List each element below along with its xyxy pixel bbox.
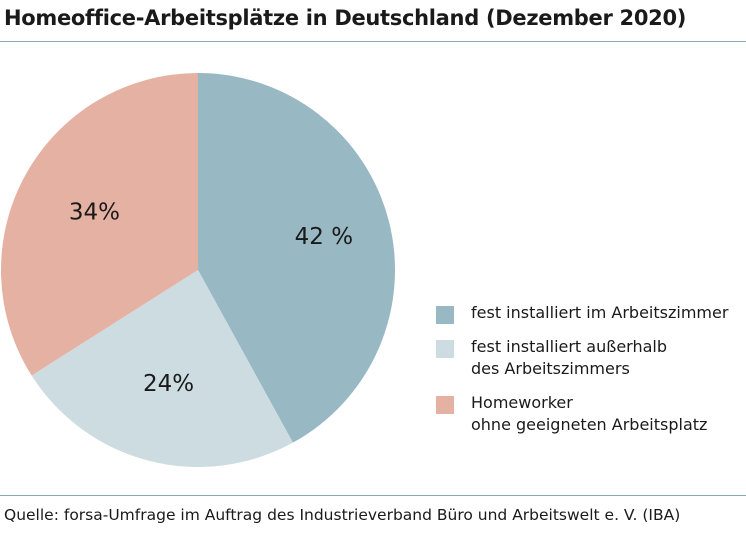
legend-label: fest installiert im Arbeitszimmer: [471, 303, 729, 322]
legend: fest installiert im Arbeitszimmer fest i…: [436, 302, 746, 448]
source-note: Quelle: forsa-Umfrage im Auftrag des Ind…: [4, 506, 681, 524]
legend-label: fest installiert außerhalb des Arbeitszi…: [471, 337, 667, 378]
title-divider: [0, 41, 746, 42]
legend-swatch: [436, 396, 454, 414]
slice-value-label: 42 %: [295, 224, 353, 250]
pie-slice: [31, 270, 293, 467]
pie-slice: [1, 73, 199, 376]
legend-swatch: [436, 340, 454, 358]
chart-title: Homeoffice-Arbeitsplätze in Deutschland …: [4, 6, 687, 30]
legend-swatch: [436, 306, 454, 324]
slice-value-label: 24%: [143, 371, 194, 397]
legend-item: fest installiert im Arbeitszimmer: [436, 302, 746, 324]
pie-slice: [198, 73, 396, 443]
slice-value-label: 34%: [69, 200, 120, 226]
source-divider: [0, 495, 746, 496]
legend-label: Homeworker ohne geeigneten Arbeitsplatz: [471, 393, 708, 434]
legend-item: Homeworker ohne geeigneten Arbeitsplatz: [436, 392, 746, 436]
legend-item: fest installiert außerhalb des Arbeitszi…: [436, 336, 746, 380]
pie-chart: 42 % 24% 34%: [1, 73, 396, 467]
